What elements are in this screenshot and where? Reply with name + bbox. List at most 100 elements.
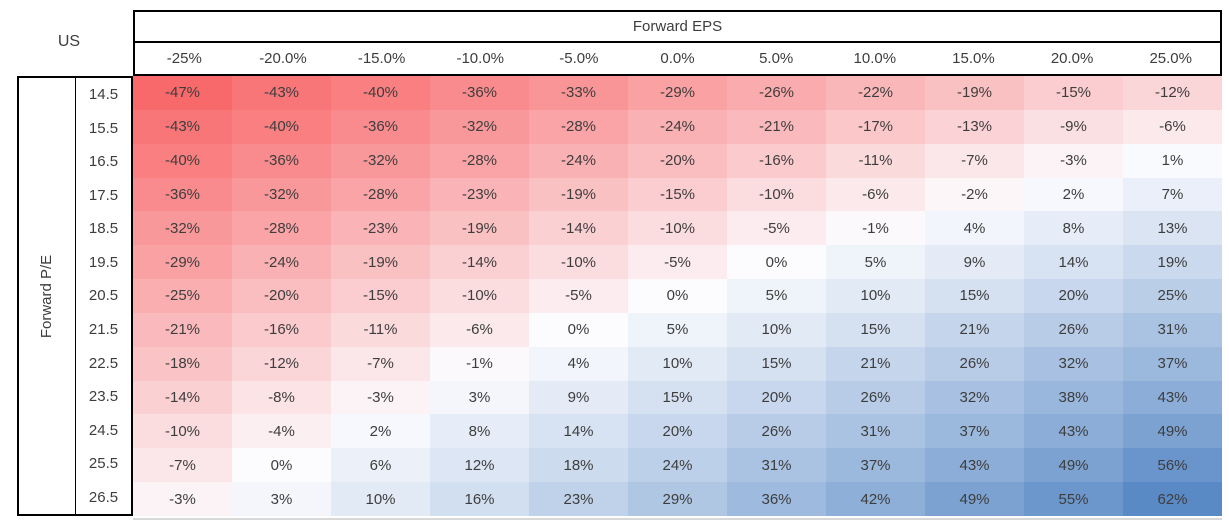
heatmap-cell: -16%: [232, 312, 331, 347]
column-tick-label: 20.0%: [1050, 50, 1094, 67]
row-header-label: 26.5: [88, 488, 119, 506]
heatmap-cell: -8%: [232, 380, 331, 415]
row-header-label: 22.5: [88, 354, 119, 372]
heatmap-cell: 43%: [1123, 380, 1222, 415]
heatmap-cell: -29%: [628, 76, 727, 110]
heatmap-cell: 20%: [1024, 279, 1123, 313]
heatmap-cell: -24%: [232, 245, 331, 280]
heatmap-cell: 31%: [826, 414, 925, 449]
heatmap-cell: -26%: [727, 76, 826, 110]
heatmap-cell: 6%: [331, 448, 430, 483]
row-header-label: 18.5: [88, 220, 119, 238]
heatmap-cell: 5%: [826, 245, 925, 280]
heatmap-cell: -3%: [1024, 143, 1123, 178]
column-tick-label: 0.0%: [660, 50, 695, 67]
row-header-label: 23.5: [88, 388, 119, 406]
heatmap-cell: -5%: [628, 245, 727, 280]
heatmap-cell: -25%: [133, 279, 232, 313]
heatmap-cell: -23%: [331, 211, 430, 246]
heatmap-cell: -3%: [331, 380, 430, 415]
heatmap-cell: 0%: [727, 245, 826, 280]
heatmap-cell: 23%: [529, 482, 628, 516]
heatmap-cell: 5%: [727, 279, 826, 313]
heatmap-cell: -6%: [826, 177, 925, 212]
column-axis-title: Forward EPS: [135, 12, 1220, 43]
heatmap-cell: 15%: [628, 380, 727, 415]
heatmap-cell: 42%: [826, 482, 925, 516]
heatmap-cell: -1%: [430, 346, 529, 381]
heatmap-cell: 55%: [1024, 482, 1123, 516]
heatmap-cell: 38%: [1024, 380, 1123, 415]
heatmap-cell: -40%: [133, 143, 232, 178]
heatmap-cell: -28%: [331, 177, 430, 212]
heatmap-cell: 15%: [826, 312, 925, 347]
heatmap-cell: -21%: [133, 312, 232, 347]
heatmap-cell: 29%: [628, 482, 727, 516]
heatmap-cell: -10%: [628, 211, 727, 246]
heatmap-cell: -14%: [529, 211, 628, 246]
column-tick-label: 25.0%: [1149, 50, 1192, 67]
heatmap-cell: -16%: [727, 143, 826, 178]
heatmap-cell: -6%: [430, 312, 529, 347]
heatmap-grid: -47% -43% -40% -36% -33% -29% -26% -22% -19% -15%…: [133, 76, 1222, 516]
heatmap-cell: -20%: [232, 279, 331, 313]
column-tick-label: -10.0%: [456, 50, 504, 67]
heatmap-cell: -5%: [727, 211, 826, 246]
heatmap-cell: 31%: [1123, 312, 1222, 347]
heatmap-cell: 36%: [727, 482, 826, 516]
row-axis-title-cell: Forward P/E: [19, 78, 76, 514]
row-header-label: 20.5: [88, 287, 119, 305]
heatmap-cell: 25%: [1123, 279, 1222, 313]
column-tick-label: 15.0%: [952, 50, 995, 67]
heatmap-cell: -32%: [232, 177, 331, 212]
heatmap-cell: -40%: [232, 109, 331, 144]
heatmap-cell: -7%: [133, 448, 232, 483]
heatmap-cell: -32%: [133, 211, 232, 246]
heatmap-cell: -24%: [529, 143, 628, 178]
heatmap-cell: 2%: [331, 414, 430, 449]
heatmap-cell: 9%: [529, 380, 628, 415]
heatmap-cell: 56%: [1123, 448, 1222, 483]
heatmap-cell: -4%: [232, 414, 331, 449]
heatmap-cell: 32%: [925, 380, 1024, 415]
heatmap-cell: -12%: [232, 346, 331, 381]
heatmap-cell: 0%: [628, 279, 727, 313]
heatmap-cell: -28%: [430, 143, 529, 178]
heatmap-cell: 20%: [727, 380, 826, 415]
heatmap-cell: 18%: [529, 448, 628, 483]
heatmap-cell: 1%: [1123, 143, 1222, 178]
heatmap-cell: -1%: [826, 211, 925, 246]
heatmap-cell: 8%: [1024, 211, 1123, 246]
heatmap-cell: -33%: [529, 76, 628, 110]
heatmap-cell: 49%: [925, 482, 1024, 516]
column-tick-label: 10.0%: [853, 50, 897, 67]
row-header-column: 14.5 15.5 16.5 17.5 18.5 19.5 20.5 21.5 22.5 23.5…: [76, 78, 131, 514]
column-tick-label: 5.0%: [759, 50, 794, 67]
column-tick-label: -15.0%: [357, 50, 406, 67]
heatmap-cell: -24%: [628, 109, 727, 144]
heatmap-cell: 62%: [1123, 482, 1222, 516]
heatmap-cell: 49%: [1123, 414, 1222, 449]
heatmap-cell: 43%: [1024, 414, 1123, 449]
heatmap-cell: -43%: [133, 109, 232, 144]
row-header-label: 24.5: [88, 421, 119, 439]
row-header-label: 15.5: [88, 119, 119, 137]
row-header-box: Forward P/E 14.5 15.5 16.5 17.5 18.5 19.5 20.5…: [17, 76, 133, 516]
heatmap-cell: 16%: [430, 482, 529, 516]
heatmap-cell: -9%: [1024, 109, 1123, 144]
heatmap-cell: -22%: [826, 76, 925, 110]
heatmap-cell: 21%: [925, 312, 1024, 347]
column-header-box: Forward EPS -25% -20.0% -15.0% -10.0% -5.0% 0…: [133, 10, 1222, 76]
heatmap-cell: -15%: [331, 279, 430, 313]
heatmap-cell: -2%: [925, 177, 1024, 212]
heatmap-cell: -15%: [1024, 76, 1123, 110]
heatmap-cell: 10%: [331, 482, 430, 516]
heatmap-cell: 0%: [529, 312, 628, 347]
heatmap-cell: -19%: [925, 76, 1024, 110]
heatmap-cell: 14%: [529, 414, 628, 449]
heatmap-cell: -6%: [1123, 109, 1222, 144]
heatmap-cell: -20%: [628, 143, 727, 178]
heatmap-cell: -47%: [133, 76, 232, 110]
heatmap-cell: 3%: [232, 482, 331, 516]
heatmap-cell: -43%: [232, 76, 331, 110]
